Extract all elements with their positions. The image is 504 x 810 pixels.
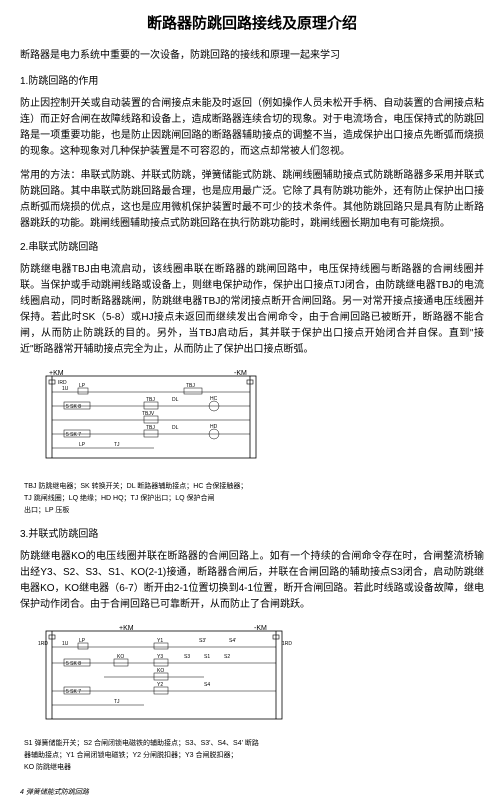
d1-tbj2: TBJ <box>146 397 155 403</box>
d1-lp2: LP <box>79 442 86 448</box>
section1-para1: 防止因控制开关或自动装置的合闸接点未能及时返回（例如操作人员未松开手柄、自动装置… <box>20 96 484 160</box>
diagram2-caption2: 器辅助接点；Y1 合闸闭锁电磁铁；Y2 分闸脱扣器；Y3 合闸脱扣器； <box>24 751 480 761</box>
d1-tj: TJ <box>114 442 120 448</box>
d2-lp: LP <box>79 638 86 644</box>
d2-sk57: 5 SK 7 <box>66 689 81 695</box>
section2-para: 防跳继电器TBJ由电流启动，该线圈串联在断路器的跳闸回路中，电压保持线圈与断路器… <box>20 262 484 358</box>
d2-s4p: S4' <box>229 638 236 644</box>
diagram1-caption1: TBJ 防跳继电器；SK 转换开关；DL 断路器辅助接点；HC 合保接触器； <box>24 482 480 492</box>
diagram1-caption3: 出口；LP 压板 <box>24 506 480 516</box>
diagram2-caption1: S1 弹簧储能开关；S2 合闸闭锁电磁铁的辅助接点；S3、S3'、S4、S4' … <box>24 739 480 749</box>
intro-text: 断路器是电力系统中重要的一次设备，防跳回路的接线和原理一起来学习 <box>20 48 484 64</box>
d2-s3p: S3' <box>199 638 206 644</box>
d2-s4: S4 <box>204 682 210 688</box>
section3-heading: 3.并联式防跳回路 <box>20 527 484 543</box>
circuit-diagram-1: +KM -KM IRD 1U LP TBJ 5 SK 8 TBJ DL HC T… <box>20 366 484 519</box>
d1-km-neg: -KM <box>234 370 247 377</box>
d1-tbjv: TBJV <box>142 411 155 417</box>
d1-dl1: DL <box>172 397 179 403</box>
d2-km-pos: +KM <box>119 625 134 632</box>
d1-tbj3: TBJ <box>146 425 155 431</box>
d1-lp: LP <box>79 383 86 389</box>
diagram2-caption3: KO 防跳继电器 <box>24 763 480 773</box>
d2-iu: 1U <box>62 641 69 647</box>
circuit-diagram-2: +KM -KM 1RD 1RD 1U LP Y1 S3' S4' 5 SK 8 … <box>20 621 484 776</box>
page-title: 断路器防跳回路接线及原理介绍 <box>20 12 484 36</box>
footer-note: 4 弹簧储能式防跳回路 <box>20 787 484 798</box>
d2-ko2: KO <box>157 668 164 674</box>
section1-para2: 常用的方法：串联式防跳、并联式防跳，弹簧储能式防跳、跳闸线圈辅助接点式防跳断路器… <box>20 168 484 232</box>
d2-s2: S2 <box>224 654 230 660</box>
d2-s1: S1 <box>204 654 210 660</box>
d2-y3: Y3 <box>157 654 163 660</box>
d2-s3: S3 <box>184 654 190 660</box>
d2-y2: Y2 <box>157 682 163 688</box>
d1-hc: HC <box>210 396 218 402</box>
d1-iu: 1U <box>62 386 69 392</box>
d1-sk57: 5 SK 7 <box>66 432 81 438</box>
section2-heading: 2.串联式防跳回路 <box>20 240 484 256</box>
d1-sk58: 5 SK 8 <box>66 404 81 410</box>
d2-km-neg: -KM <box>254 625 267 632</box>
d1-km-pos: +KM <box>49 370 64 377</box>
section1-heading: 1.防跳回路的作用 <box>20 74 484 90</box>
diagram1-caption2: TJ 跳闸线圈；LQ 绝缘；HD HQ；TJ 保护出口；LQ 保护合闸 <box>24 494 480 504</box>
section3-para: 防跳继电器KO的电压线圈并联在断路器的合闸回路上。如有一个持续的合闸命令存在时，… <box>20 549 484 613</box>
d2-sk58: 5 SK 8 <box>66 661 81 667</box>
d2-ko: KO <box>117 654 124 660</box>
d2-tj: TJ <box>114 699 120 705</box>
d2-ird-l: 1RD <box>38 641 48 647</box>
d1-hd: HD <box>210 424 218 430</box>
d2-ird-r: 1RD <box>282 641 292 647</box>
d1-tbj1: TBJ <box>186 383 195 389</box>
d2-y1: Y1 <box>157 638 163 644</box>
d1-dl2: DL <box>172 425 179 431</box>
